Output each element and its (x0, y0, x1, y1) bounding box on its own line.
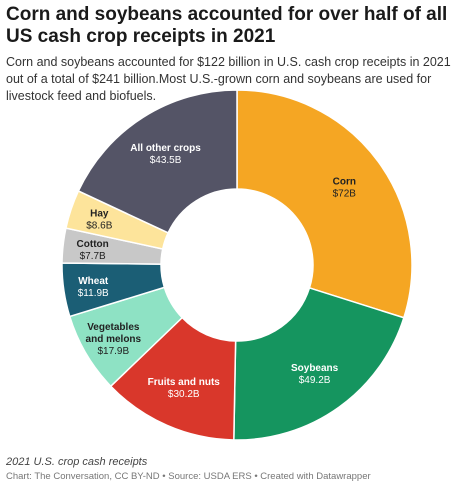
label-corn: Corn $72B (333, 176, 357, 199)
label-fruits-and-nuts: Fruits and nuts $30.2B (148, 377, 221, 400)
slice-soybeans (233, 286, 405, 441)
label-vegetables-and-melons: Vegetables and melons $17.9B (86, 322, 142, 357)
chart-subtitle: Corn and soybeans accounted for $122 bil… (6, 55, 451, 103)
chart-source-footer: Chart: The Conversation, CC BY-ND • Sour… (6, 471, 371, 482)
label-soybeans: Soybeans $49.2B (291, 363, 339, 386)
chart-title: Corn and soybeans accounted for over hal… (6, 4, 448, 47)
slice-corn (236, 89, 413, 319)
label-all-other-crops: All other crops $43.5B (130, 143, 201, 166)
label-hay: Hay $8.6B (86, 209, 112, 232)
slice-all-other-crops (77, 89, 238, 234)
label-cotton: Cotton $7.7B (77, 239, 109, 262)
label-wheat: Wheat $11.9B (78, 276, 109, 299)
donut-labels: Corn $72B Soybeans $49.2B Fruits and nuts $30… (77, 143, 357, 400)
donut-slices (61, 89, 413, 441)
chart-caption: 2021 U.S. crop cash receipts (6, 456, 148, 468)
